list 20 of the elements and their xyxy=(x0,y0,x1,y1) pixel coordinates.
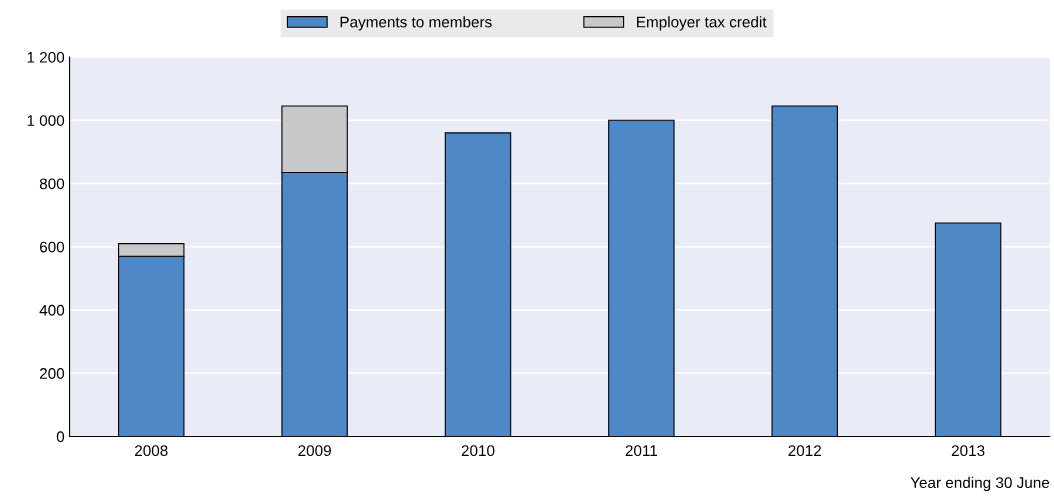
x-tick-label: 2012 xyxy=(788,445,821,457)
bar xyxy=(608,119,675,437)
x-tick-label: 2009 xyxy=(298,445,331,457)
y-tick-label: 600 xyxy=(39,241,65,253)
legend-label: Employer tax credit xyxy=(637,16,767,31)
y-tick-label: 1 200 xyxy=(27,51,65,63)
y-tick-label: 800 xyxy=(39,178,65,190)
x-tick-label: 2010 xyxy=(461,445,495,457)
y-tick-label: 1 000 xyxy=(27,115,65,126)
y-tick-label: 400 xyxy=(39,304,65,316)
bar xyxy=(444,132,512,437)
x-tick-label: 2013 xyxy=(951,445,985,457)
x-tick-label: 2011 xyxy=(625,445,658,457)
y-tick-label: 200 xyxy=(39,368,65,379)
y-tick-label: 0 xyxy=(56,431,65,443)
bar xyxy=(771,105,838,437)
x-tick-label: 2008 xyxy=(135,445,168,457)
legend-label: Payments to members xyxy=(340,16,492,31)
bar xyxy=(934,222,1002,437)
text: Year ending 30 June xyxy=(910,476,1050,492)
